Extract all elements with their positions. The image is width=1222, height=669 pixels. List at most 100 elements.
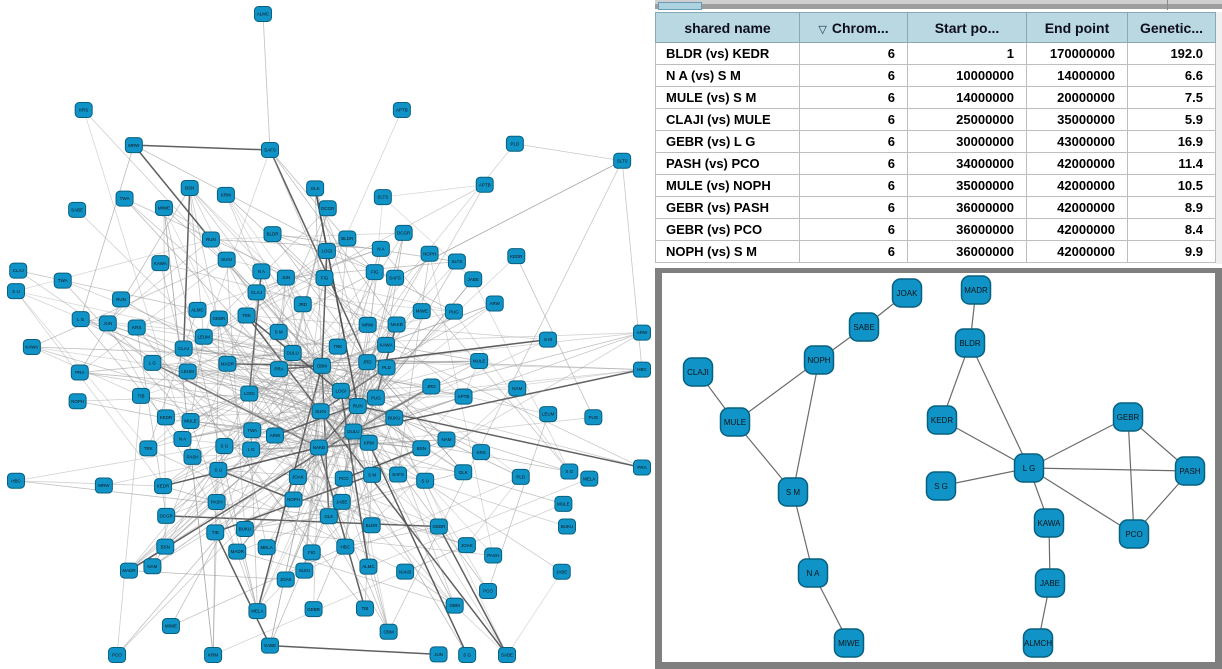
table-cell[interactable]: 9.9 (1127, 240, 1216, 263)
network-node[interactable]: OBM (312, 357, 331, 374)
network-node[interactable]: S G (925, 471, 957, 501)
network-node[interactable]: MIWE (161, 618, 180, 635)
network-node[interactable]: L G (242, 441, 261, 458)
network-node[interactable]: DULU (283, 344, 302, 361)
table-cell[interactable]: 10.5 (1127, 174, 1216, 197)
network-node[interactable]: S G (560, 463, 579, 480)
network-node[interactable]: S G (458, 647, 477, 663)
network-node[interactable]: MULE (470, 352, 489, 369)
table-row[interactable]: CLAJI (vs) MULE 6 25000000 35000000 5.9 (655, 108, 1216, 131)
network-node[interactable]: PCO (108, 647, 127, 663)
network-edge[interactable] (969, 342, 1030, 469)
network-node[interactable]: DCGR (394, 224, 413, 241)
table-cell[interactable]: MULE (vs) NOPH (655, 174, 800, 197)
network-node[interactable]: GLK (454, 464, 473, 481)
network-node[interactable]: NOPH (284, 491, 303, 508)
network-node[interactable]: N A (252, 263, 271, 280)
table-cell[interactable]: N A (vs) S M (655, 64, 800, 87)
network-node[interactable]: FIG (302, 544, 321, 561)
table-cell[interactable]: 42000000 (1026, 196, 1128, 219)
network-node[interactable]: JOAK (276, 571, 295, 588)
network-node[interactable]: PRA (70, 364, 89, 381)
network-node[interactable]: RUN (348, 398, 367, 415)
network-node[interactable]: PRA (270, 361, 289, 378)
network-node[interactable]: DCGR (157, 507, 176, 524)
network-node[interactable]: SAFS (386, 269, 405, 286)
network-node[interactable]: OBM (379, 623, 398, 640)
network-node[interactable]: NAM (437, 431, 456, 448)
network-node[interactable]: FIG (315, 269, 334, 286)
table-cell[interactable]: 8.4 (1127, 218, 1216, 241)
network-node[interactable]: NOPH (420, 245, 439, 262)
network-node[interactable]: OBM (445, 597, 464, 614)
network-edge[interactable] (1028, 467, 1191, 472)
network-node[interactable]: ARW (485, 295, 504, 312)
network-node[interactable]: SLTS (373, 189, 392, 206)
filter-icon[interactable]: ▽ (818, 23, 827, 36)
network-node[interactable]: S U (416, 472, 435, 489)
table-cell[interactable]: 42000000 (1026, 218, 1128, 241)
network-node[interactable]: SUGI (311, 403, 330, 420)
network-node[interactable]: GEBR (209, 310, 228, 327)
network-node[interactable]: NAKB (396, 563, 415, 580)
network-node[interactable]: JUN (98, 315, 117, 332)
table-cell[interactable]: GEBR (vs) PASH (655, 196, 800, 219)
network-node[interactable]: RUN (201, 231, 220, 248)
table-cell[interactable]: 34000000 (907, 152, 1027, 175)
network-node[interactable]: NAM (508, 380, 527, 397)
network-node[interactable]: NOPH (68, 393, 87, 410)
table-cell[interactable]: 8.9 (1127, 196, 1216, 219)
network-node[interactable]: MADR (218, 355, 237, 372)
network-node[interactable]: PRA (633, 459, 651, 476)
network-node[interactable]: MRW (94, 477, 113, 494)
network-node[interactable]: MIWE (833, 628, 865, 658)
table-cell[interactable]: 42000000 (1026, 174, 1128, 197)
network-node[interactable]: APTB (454, 388, 473, 405)
network-node[interactable]: LEUM (539, 406, 558, 423)
network-node[interactable]: HBC (336, 538, 355, 555)
table-row[interactable]: GEBR (vs) PCO 6 36000000 42000000 8.4 (655, 218, 1216, 241)
network-node[interactable]: BLDR (263, 226, 282, 243)
table-row[interactable]: MULE (vs) NOPH 6 35000000 42000000 10.5 (655, 174, 1216, 197)
network-node[interactable]: S M (363, 466, 382, 483)
network-node[interactable]: LEUM (194, 328, 213, 345)
network-node[interactable]: ARW (633, 324, 651, 341)
network-node[interactable]: PUG (366, 389, 385, 406)
table-cell[interactable]: 43000000 (1026, 130, 1128, 153)
table-cell[interactable]: 6 (799, 152, 908, 175)
network-node[interactable]: JABE (1034, 568, 1066, 598)
network-node[interactable]: GLK (319, 508, 338, 525)
network-node[interactable]: PASH (1174, 456, 1206, 486)
network-node[interactable]: BUKU (385, 409, 404, 426)
network-node[interactable]: GEBR (1112, 402, 1144, 432)
network-node[interactable]: TWA (53, 272, 72, 289)
network-node[interactable]: SLTS (447, 253, 466, 270)
network-node[interactable]: KRM (359, 434, 378, 451)
network-node[interactable]: JRD (293, 296, 312, 313)
network-node[interactable]: MULE (554, 495, 573, 512)
network-node[interactable]: GEBR (429, 518, 448, 535)
table-cell[interactable]: 14000000 (1026, 64, 1128, 87)
column-header-2[interactable]: ▽ Chrom... (799, 12, 908, 43)
table-cell[interactable]: 42000000 (1026, 152, 1128, 175)
network-node[interactable]: TRK (139, 440, 158, 457)
network-node[interactable]: SABE (848, 312, 880, 342)
network-node[interactable]: PLD (377, 359, 396, 376)
network-node[interactable]: NAM (143, 558, 162, 575)
network-node[interactable]: KEDR (156, 409, 175, 426)
table-cell[interactable]: 35000000 (907, 174, 1027, 197)
network-node[interactable]: JOAK (288, 468, 307, 485)
network-node[interactable]: TRK (328, 338, 347, 355)
table-cell[interactable]: PASH (vs) PCO (655, 152, 800, 175)
table-cell[interactable]: 5.9 (1127, 108, 1216, 131)
network-node[interactable]: PLD (511, 468, 530, 485)
network-node[interactable]: L G (1013, 453, 1045, 483)
network-node[interactable]: PCO (334, 470, 353, 487)
table-row[interactable]: PASH (vs) PCO 6 34000000 42000000 11.4 (655, 152, 1216, 175)
network-node[interactable]: BLDR (338, 230, 357, 247)
network-node[interactable]: DULU (344, 423, 363, 440)
network-node[interactable]: LEUM (178, 363, 197, 380)
network-node[interactable]: MIWE (412, 303, 431, 320)
table-cell[interactable]: GEBR (vs) PCO (655, 218, 800, 241)
table-cell[interactable]: 6.6 (1127, 64, 1216, 87)
